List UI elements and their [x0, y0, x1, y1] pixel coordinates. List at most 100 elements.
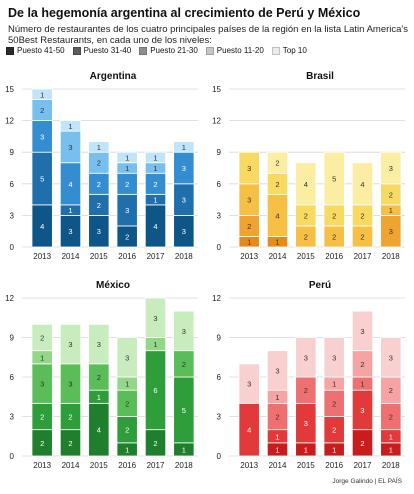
bar-value-label: 6: [153, 386, 157, 395]
bar-value-label: 2: [97, 373, 101, 382]
x-tick-label: 2018: [382, 252, 400, 261]
bar-segment: [380, 337, 402, 378]
bar-value-label: 2: [182, 360, 186, 369]
bar-segment: [59, 120, 82, 132]
bar-segment: [59, 323, 82, 365]
stacked-bar-chart: México0369122231220132233201441232015122…: [5, 280, 198, 470]
bar-value-label: 1: [68, 206, 72, 215]
x-tick-label: 2015: [297, 252, 315, 261]
y-tick-label: 6: [217, 373, 222, 382]
chart-title: Argentina: [90, 71, 137, 82]
x-tick-label: 2014: [62, 252, 80, 261]
bar-value-label: 3: [182, 227, 186, 236]
bar-value-label: 3: [68, 227, 72, 236]
bar-value-label: 5: [40, 175, 44, 184]
bar-value-label: 5: [182, 406, 186, 415]
bar-value-label: 1: [97, 143, 101, 152]
bar-segment: [116, 337, 138, 378]
bar-value-label: 2: [153, 439, 157, 448]
bar-value-label: 2: [360, 232, 364, 241]
bar-value-label: 1: [40, 90, 44, 99]
bar-segment: [173, 310, 195, 352]
bar-value-label: 3: [97, 227, 101, 236]
y-tick-label: 0: [10, 452, 15, 461]
bar-value-label: 2: [153, 180, 157, 189]
legend-item: Puesto 21-30: [139, 46, 198, 55]
bar-value-label: 2: [332, 232, 336, 241]
bar-segment: [295, 162, 317, 206]
bar-value-label: 3: [332, 353, 336, 362]
bar-value-label: 3: [182, 196, 186, 205]
x-tick-label: 2016: [325, 461, 343, 470]
bar-value-label: 1: [97, 393, 101, 402]
bar-value-label: 3: [153, 314, 157, 323]
bar-segment: [266, 151, 289, 174]
x-tick-label: 2017: [147, 252, 165, 261]
bar-value-label: 1: [275, 238, 279, 247]
bar-value-label: 3: [304, 419, 308, 428]
bar-value-label: 2: [360, 211, 364, 220]
bar-value-label: 4: [68, 180, 72, 189]
chart-title: México: [96, 280, 130, 291]
bar-value-label: 3: [247, 196, 251, 205]
bar-segment: [323, 337, 345, 378]
bar-value-label: 4: [360, 180, 364, 189]
legend-label: Puesto 31-40: [83, 46, 132, 55]
bar-value-label: 2: [332, 426, 336, 435]
legend-item: Puesto 11-20: [205, 46, 264, 55]
bar-value-label: 2: [304, 386, 308, 395]
bar-value-label: 2: [389, 386, 393, 395]
bar-value-label: 1: [153, 153, 157, 162]
legend-swatch: [271, 46, 280, 55]
bar-value-label: 4: [153, 222, 157, 231]
bar-value-label: 4: [304, 180, 308, 189]
bar-value-label: 3: [68, 143, 72, 152]
bar-value-label: 2: [40, 439, 44, 448]
chart-panel-argentina: Argentina 0 3 6 9 12 15 4 5 3 2 1 2013 3 1 4 3 1 2014 3 2 2 2 1…: [0, 62, 207, 280]
x-tick-label: 2013: [33, 252, 51, 261]
x-tick-label: 2015: [90, 252, 108, 261]
bar-segment: [31, 88, 53, 100]
legend-label: Puesto 11-20: [216, 46, 264, 55]
bar-value-label: 1: [182, 143, 186, 152]
bar-value-label: 1: [125, 380, 129, 389]
y-tick-label: 9: [217, 148, 222, 157]
bar-value-label: 3: [304, 353, 308, 362]
y-tick-label: 0: [10, 243, 15, 252]
bar-value-label: 1: [125, 445, 129, 454]
y-tick-label: 3: [217, 413, 222, 422]
bar-segment: [351, 310, 374, 352]
y-tick-label: 3: [217, 211, 222, 220]
y-tick-label: 6: [10, 373, 15, 382]
bar-value-label: 3: [389, 227, 393, 236]
legend-swatch: [72, 46, 81, 55]
bar-value-label: 2: [40, 413, 44, 422]
bar-segment: [173, 141, 195, 153]
bar-segment: [295, 337, 317, 378]
bar-value-label: 1: [275, 445, 279, 454]
bar-value-label: 1: [182, 445, 186, 454]
bar-value-label: 3: [68, 340, 72, 349]
chart-panel-brasil: Brasil 0 3 6 9 12 15 1 2 3 3 2013 1 4 2 2 2014 2 2 4 2015 2 2 5…: [207, 62, 414, 280]
bar-value-label: 2: [68, 413, 72, 422]
x-tick-label: 2014: [62, 461, 80, 470]
bar-segment: [144, 151, 167, 164]
bar-segment: [88, 141, 110, 153]
y-tick-label: 0: [217, 452, 222, 461]
bar-value-label: 4: [247, 426, 251, 435]
x-tick-label: 2013: [240, 461, 258, 470]
bar-value-label: 1: [125, 153, 129, 162]
y-tick-label: 9: [217, 334, 222, 343]
bar-value-label: 3: [40, 132, 44, 141]
y-tick-label: 6: [10, 180, 15, 189]
bar-value-label: 3: [275, 366, 279, 375]
y-tick-label: 6: [217, 180, 222, 189]
y-tick-label: 9: [10, 148, 15, 157]
x-tick-label: 2017: [147, 461, 165, 470]
bar-value-label: 2: [40, 334, 44, 343]
bar-value-label: 2: [125, 426, 129, 435]
bar-value-label: 3: [389, 353, 393, 362]
chart-panel-mexico: México 0 3 6 9 12 2 2 3 1 2 2013 2 2 3 3 2014 4 1 2 3 2015 1 2 2…: [0, 271, 207, 489]
bar-segment: [323, 151, 345, 206]
bar-value-label: 2: [332, 399, 336, 408]
